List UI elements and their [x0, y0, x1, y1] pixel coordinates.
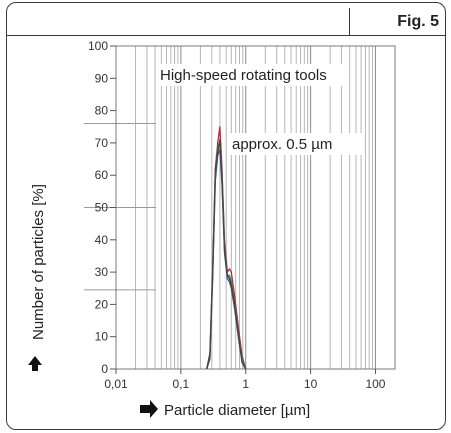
- x-axis-ticks: 0,01 0,1 1 10 100: [104, 369, 386, 391]
- x-tick-label: 100: [365, 377, 385, 391]
- y-tick-label: 60: [95, 168, 109, 182]
- y-tick-label: 30: [95, 265, 109, 279]
- y-tick-label: 90: [95, 71, 109, 85]
- title-background: [156, 64, 346, 86]
- up-arrow-icon: [28, 356, 42, 371]
- figure-frame: [6, 2, 446, 430]
- series-line-4: [206, 139, 247, 370]
- annotation-background: [227, 133, 362, 155]
- series-group: [206, 126, 247, 370]
- y-tick-label: 100: [88, 39, 108, 53]
- y-axis-label-group: Number of particles [%]: [28, 184, 47, 371]
- y-tick-label: 20: [95, 297, 109, 311]
- grid: [115, 46, 396, 369]
- decor-lines: [84, 123, 156, 291]
- y-tick-label: 80: [95, 104, 109, 118]
- x-tick-label: 10: [304, 377, 318, 391]
- y-tick-label: 50: [95, 201, 109, 215]
- y-tick-label: 10: [95, 330, 109, 344]
- y-tick-label: 0: [101, 362, 108, 376]
- x-tick-label: 1: [242, 377, 249, 391]
- x-tick-label: 0,1: [173, 377, 190, 391]
- chart-title: High-speed rotating tools: [160, 67, 327, 84]
- figure-label: Fig. 5: [397, 13, 439, 30]
- y-tick-label: 40: [95, 233, 109, 247]
- header-rule: [6, 35, 352, 36]
- y-tick-label: 70: [95, 136, 109, 150]
- right-arrow-icon: [140, 400, 158, 418]
- y-axis-ticks: 0 10 20 30 40 50 60 70 80 90 100: [88, 39, 116, 376]
- y-axis-label: Number of particles [%]: [30, 184, 47, 340]
- x-axis-label: Particle diameter [µm]: [164, 402, 310, 419]
- chart-annotation: approx. 0.5 µm: [232, 136, 332, 153]
- figure-tab: [349, 8, 445, 36]
- x-tick-label: 0,01: [104, 377, 128, 391]
- plot-area: [115, 45, 396, 370]
